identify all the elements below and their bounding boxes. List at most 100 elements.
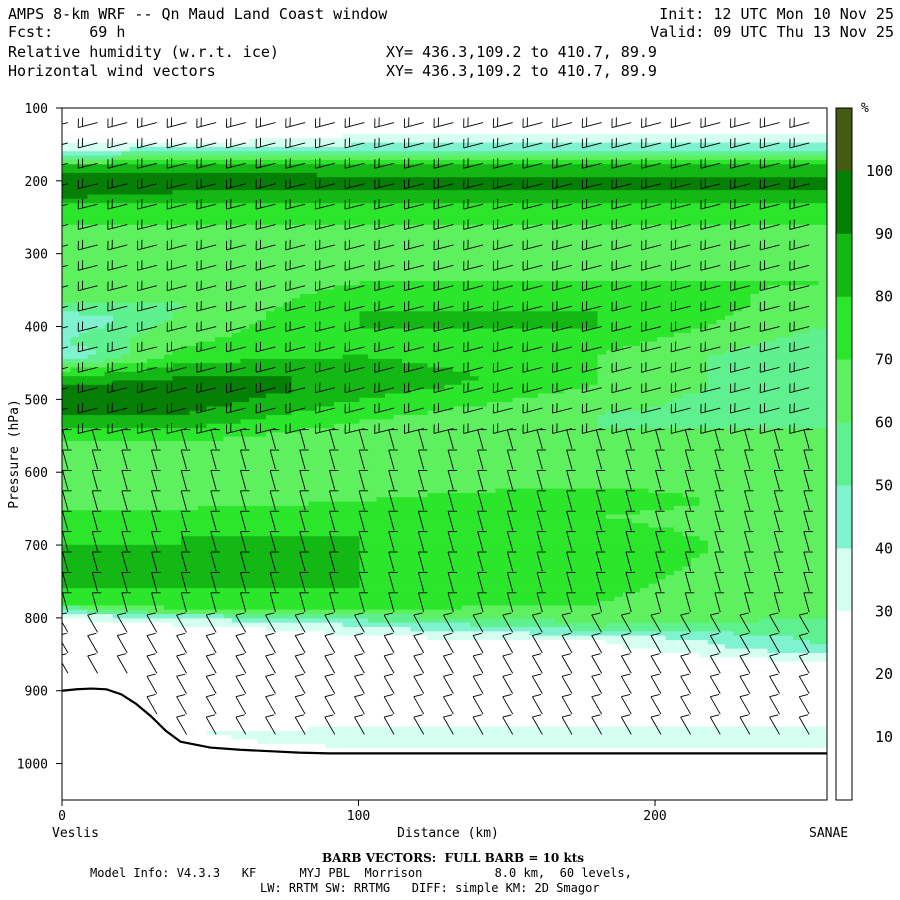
rh-cell [223, 289, 233, 295]
rh-cell [130, 172, 140, 178]
rh-cell [300, 354, 310, 360]
rh-cell [257, 242, 267, 247]
rh-cell [96, 454, 106, 459]
rh-cell [266, 462, 276, 468]
rh-cell [198, 484, 208, 490]
rh-cell [283, 510, 293, 516]
rh-cell [283, 350, 293, 356]
rh-cell [130, 445, 140, 451]
rh-cell [87, 151, 97, 157]
rh-cell [240, 129, 250, 135]
rh-cell [274, 531, 284, 537]
rh-cell [308, 354, 318, 360]
rh-cell [266, 674, 276, 680]
rh-cell [138, 536, 148, 542]
rh-cell [291, 557, 301, 563]
rh-cell [283, 527, 293, 533]
rh-cell [181, 652, 191, 658]
rh-cell [300, 125, 310, 131]
rh-cell [249, 268, 259, 273]
rh-cell [155, 380, 165, 386]
rh-cell [164, 263, 174, 269]
rh-cell [283, 371, 293, 377]
rh-cell [249, 276, 259, 282]
rh-cell [317, 354, 327, 360]
rh-cell [240, 371, 250, 377]
rh-cell [291, 445, 301, 451]
rh-cell [257, 497, 267, 503]
rh-cell [274, 229, 284, 235]
rh-cell [257, 259, 267, 265]
rh-cell [121, 198, 131, 204]
rh-cell [249, 332, 259, 338]
rh-cell [291, 198, 301, 204]
rh-cell [138, 670, 148, 676]
rh-cell [70, 505, 80, 511]
rh-cell [121, 631, 131, 637]
rh-cell [308, 250, 318, 256]
rh-cell [79, 540, 89, 546]
rh-cell [164, 670, 174, 676]
rh-cell [113, 207, 123, 213]
rh-cell [130, 324, 140, 330]
rh-cell [113, 151, 123, 157]
rh-cell [172, 475, 182, 481]
rh-cell [79, 129, 89, 135]
rh-cell [291, 531, 301, 537]
rh-cell [308, 380, 318, 386]
rh-cell [232, 657, 242, 663]
rh-cell [325, 129, 335, 135]
rh-cell [317, 549, 327, 555]
rh-cell [257, 428, 267, 433]
rh-cell [138, 350, 148, 356]
rh-cell [300, 540, 310, 546]
rh-cell [104, 125, 114, 131]
rh-cell [240, 622, 250, 628]
rh-cell [155, 190, 165, 196]
rh-cell [189, 211, 199, 217]
rh-cell [274, 220, 284, 226]
rh-cell [70, 618, 80, 624]
rh-cell [206, 142, 216, 148]
rh-cell [283, 393, 293, 399]
rh-cell [249, 397, 259, 403]
rh-cell [257, 510, 267, 516]
rh-cell [155, 592, 165, 598]
rh-cell [96, 419, 106, 425]
rh-cell [164, 194, 174, 200]
rh-cell [300, 462, 310, 468]
rh-cell [62, 479, 72, 485]
rh-cell [164, 726, 174, 732]
rh-cell [70, 531, 80, 537]
rh-cell [223, 739, 233, 745]
rh-cell [308, 449, 318, 455]
rh-cell [240, 302, 250, 308]
rh-cell [130, 298, 140, 304]
rh-cell [130, 402, 140, 408]
rh-cell [249, 112, 259, 118]
rh-cell [232, 479, 242, 485]
rh-cell [249, 319, 259, 325]
rh-cell [164, 393, 174, 399]
rh-cell [206, 445, 216, 451]
rh-cell [317, 441, 327, 446]
rh-cell [113, 337, 123, 343]
rh-cell [206, 181, 216, 187]
rh-cell [206, 185, 216, 191]
rh-cell [79, 341, 89, 347]
rh-cell [70, 415, 80, 420]
rh-cell [232, 129, 242, 135]
rh-cell [172, 570, 182, 576]
rh-cell [164, 419, 174, 425]
rh-cell [164, 639, 174, 645]
rh-cell [79, 112, 89, 118]
rh-cell [130, 639, 140, 645]
rh-cell [172, 488, 182, 494]
rh-cell [164, 648, 174, 654]
rh-cell [198, 328, 208, 334]
rh-cell [113, 220, 123, 226]
rh-cell [70, 683, 80, 689]
rh-cell [291, 289, 301, 295]
rh-cell [223, 691, 233, 697]
rh-cell [130, 268, 140, 273]
